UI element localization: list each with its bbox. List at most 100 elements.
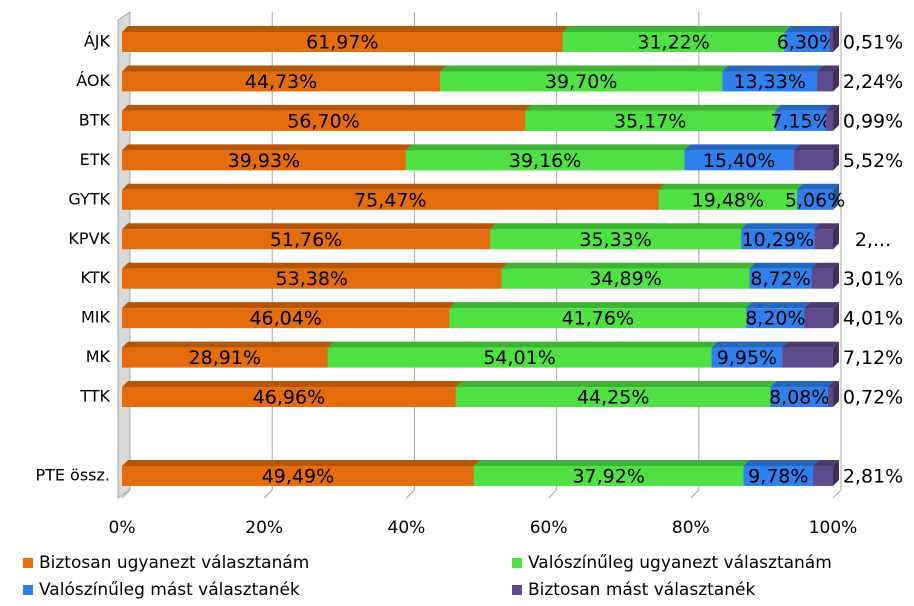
bar-top — [817, 65, 839, 72]
bar-top — [122, 26, 569, 32]
bar-segment — [122, 189, 659, 210]
bar-top — [711, 341, 789, 348]
category-label: MK — [86, 347, 111, 366]
data-label: 31,22% — [637, 32, 709, 54]
bar-top — [455, 381, 777, 388]
bar-top — [122, 341, 334, 348]
category-label: ÁJK — [84, 32, 111, 51]
x-tick-label: 0% — [109, 518, 136, 538]
bar-top — [440, 65, 729, 72]
data-label: 19,48% — [692, 189, 764, 211]
bar-top — [784, 26, 836, 32]
data-label: 6,30% — [777, 32, 837, 54]
data-label: 15,40% — [703, 150, 775, 172]
bar-segment — [813, 465, 833, 486]
data-label: 2,81% — [843, 465, 903, 487]
data-label: 2,... — [855, 229, 891, 251]
bar-top — [770, 381, 834, 388]
bar-segment — [122, 71, 441, 92]
bar-end — [833, 26, 839, 52]
bar-end — [832, 341, 839, 368]
data-label: 13,33% — [733, 71, 805, 93]
bar-top — [525, 104, 782, 111]
data-label: 35,17% — [614, 110, 686, 132]
bar-segment — [122, 110, 526, 131]
x-tick-label: 40% — [388, 518, 426, 538]
bar-top — [811, 262, 839, 269]
data-label: 8,20% — [745, 308, 805, 330]
bar-segment — [562, 32, 785, 52]
legend-label: Valószínűleg mást választanék — [39, 580, 300, 600]
legend-label: Valószínűleg ugyanezt választanám — [528, 553, 832, 573]
legend-label: Biztosan ugyanezt választanám — [39, 553, 309, 573]
bar-top — [449, 302, 753, 309]
bar-top — [813, 459, 839, 466]
bar-top — [122, 144, 412, 151]
data-label: 9,95% — [717, 347, 777, 369]
bar-top — [122, 262, 508, 269]
bar-segment — [804, 308, 834, 329]
bar-top — [749, 262, 818, 269]
data-label: 35,33% — [579, 229, 651, 251]
bar-segment — [817, 71, 833, 92]
bar-end — [833, 262, 839, 289]
bar-segment — [743, 465, 814, 486]
bar-top — [775, 104, 833, 111]
bar-segment — [811, 268, 833, 289]
bar-segment — [741, 229, 815, 250]
data-label: 0,72% — [843, 387, 903, 409]
bar-top — [743, 459, 820, 466]
category-label: MIK — [81, 308, 111, 327]
data-label: 34,89% — [589, 268, 661, 290]
bar-top — [122, 223, 497, 230]
bar-end — [833, 104, 840, 131]
bar-segment — [826, 110, 834, 131]
bar-top — [122, 381, 462, 388]
data-label: 5,52% — [843, 150, 903, 172]
legend-swatch — [512, 558, 522, 568]
data-label: 39,16% — [509, 150, 581, 172]
bar-top — [826, 104, 840, 111]
bar-top — [122, 183, 665, 190]
category-label: KTK — [80, 268, 110, 287]
category-label: PTE össz. — [35, 465, 110, 484]
bar-segment — [455, 387, 771, 408]
bar-segment — [122, 268, 502, 289]
bar-top — [122, 65, 447, 72]
grid-line-foot — [406, 489, 415, 499]
bar-top — [562, 26, 791, 32]
bar-segment — [501, 268, 750, 289]
bar-segment — [746, 308, 805, 329]
bar-segment — [784, 32, 830, 52]
legend-swatch — [23, 558, 33, 568]
x-tick-label: 60% — [530, 518, 568, 538]
data-label: 7,12% — [843, 347, 903, 369]
data-label: 8,72% — [750, 268, 810, 290]
data-label: 51,76% — [270, 229, 342, 251]
bar-segment — [770, 387, 828, 408]
category-label: KPVK — [68, 229, 110, 248]
data-label: 39,93% — [228, 150, 300, 172]
bar-end — [833, 65, 839, 92]
data-label: 46,96% — [253, 387, 325, 409]
bar-segment — [440, 71, 723, 92]
bar-segment — [405, 150, 685, 171]
bar-segment — [827, 387, 834, 408]
data-label: 44,73% — [245, 71, 317, 93]
bar-top — [490, 223, 748, 230]
data-label: 41,76% — [562, 308, 634, 330]
bar-top — [122, 302, 456, 309]
bar-top — [793, 144, 840, 151]
bar-segment — [473, 465, 744, 486]
bar-segment — [658, 189, 798, 210]
category-label: BTK — [79, 110, 111, 129]
data-label: 28,91% — [189, 347, 261, 369]
bar-top — [684, 144, 800, 151]
bar-top — [405, 144, 691, 151]
category-label: GYTK — [68, 189, 110, 208]
bar-top — [782, 341, 839, 348]
bar-end — [833, 302, 840, 329]
data-label: 5,06% — [785, 189, 845, 211]
data-label: 44,25% — [577, 387, 649, 409]
data-label: 0,99% — [843, 110, 903, 132]
